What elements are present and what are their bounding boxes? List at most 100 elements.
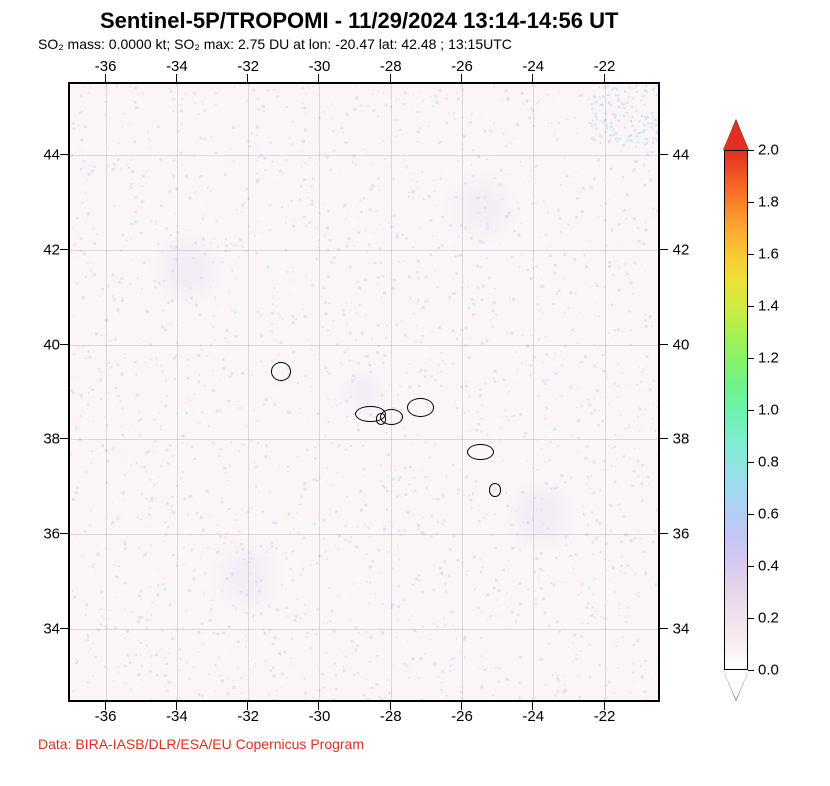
colorbar-tick-label: 1.8 [758,194,779,211]
axis-tick [60,438,68,439]
gridline-h [70,345,658,346]
axis-ticks-left [60,82,68,702]
axis-label-lon: -28 [380,708,402,725]
gridline-v [391,84,392,700]
map-noise-layer [70,84,658,700]
axis-label-lat: 36 [34,526,60,543]
axis-label-lon: -22 [594,708,616,725]
colorbar-tick-label: 0.8 [758,454,779,471]
axis-label-lon: -24 [522,708,544,725]
gridline-h [70,629,658,630]
axis-tick [105,74,106,82]
gridline-v [605,84,606,700]
axis-label-lon: -30 [309,708,331,725]
axis-tick [604,74,605,82]
colorbar-over-arrow [723,120,749,150]
colorbar-tick [748,306,754,307]
axis-label-lon: -24 [522,58,544,75]
axis-label-lat: 42 [668,241,694,258]
colorbar-tick-label: 0.4 [758,558,779,575]
colorbar-tick-label: 1.2 [758,350,779,367]
axis-label-lon: -34 [166,708,188,725]
axis-tick [60,533,68,534]
colorbar-tick [748,514,754,515]
colorbar-tick-label: 1.0 [758,402,779,419]
colorbar-tick-label: 1.4 [758,298,779,315]
colorbar-tick [748,254,754,255]
chart-subtitle: SO₂ mass: 0.0000 kt; SO₂ max: 2.75 DU at… [38,36,512,52]
colorbar-tick-label: 0.6 [758,506,779,523]
axis-ticks-bottom [68,702,660,710]
axis-tick [660,438,668,439]
gridline-h [70,439,658,440]
gridline-v [319,84,320,700]
axis-label-lon: -36 [95,708,117,725]
colorbar-tick-label: 2.0 [758,142,779,159]
axis-tick [660,533,668,534]
axis-tick [660,249,668,250]
axis-tick [660,344,668,345]
colorbar-tick [748,358,754,359]
axis-tick [60,249,68,250]
axis-tick [60,344,68,345]
axis-tick [318,74,319,82]
colorbar-gradient [724,150,748,670]
axis-label-lat: 38 [668,431,694,448]
island-outline [407,398,434,417]
axis-tick [660,154,668,155]
gridline-v [462,84,463,700]
axis-tick [532,74,533,82]
axis-label-lon: -22 [594,58,616,75]
gridline-h [70,534,658,535]
colorbar-tick [748,150,754,151]
axis-label-lon: -34 [166,58,188,75]
axis-label-lat: 44 [668,147,694,164]
gridline-v [533,84,534,700]
colorbar-tick [748,618,754,619]
axis-label-lat: 34 [34,620,60,637]
axis-tick [60,628,68,629]
axis-tick [247,74,248,82]
axis-label-lat: 40 [34,336,60,353]
axis-ticks-top [68,74,660,82]
axis-tick [660,628,668,629]
axis-label-lat: 40 [668,336,694,353]
colorbar-tick [748,410,754,411]
gridline-v [177,84,178,700]
gridline-h [70,250,658,251]
axis-tick [461,74,462,82]
gridline-v [248,84,249,700]
colorbar-tick [748,670,754,671]
axis-label-lat: 42 [34,241,60,258]
axis-label-lon: -26 [451,708,473,725]
colorbar: 0.00.20.40.60.81.01.21.41.61.82.0 SO₂ co… [724,120,814,710]
gridline-v [106,84,107,700]
chart-title: Sentinel-5P/TROPOMI - 11/29/2024 13:14-1… [100,8,618,34]
axis-label-lon: -36 [95,58,117,75]
gridline-h [70,155,658,156]
colorbar-tick [748,202,754,203]
axis-label-lon: -32 [237,708,259,725]
axis-tick [60,154,68,155]
colorbar-tick-label: 1.6 [758,246,779,263]
colorbar-tick [748,462,754,463]
colorbar-tick [748,566,754,567]
axis-tick [176,74,177,82]
axis-label-lon: -32 [237,58,259,75]
axis-label-lon: -28 [380,58,402,75]
island-outline [376,413,387,424]
axis-label-lon: -26 [451,58,473,75]
data-credit: Data: BIRA-IASB/DLR/ESA/EU Copernicus Pr… [38,736,364,752]
axis-tick [390,74,391,82]
colorbar-tick-label: 0.0 [758,662,779,679]
axis-label-lat: 34 [668,620,694,637]
map-frame [68,82,660,702]
axis-label-lat: 38 [34,431,60,448]
colorbar-tick-label: 0.2 [758,610,779,627]
axis-label-lat: 36 [668,526,694,543]
axis-label-lat: 44 [34,147,60,164]
axis-ticks-right [660,82,668,702]
colorbar-under-arrow [723,670,749,700]
island-outline [271,362,291,381]
axis-label-lon: -30 [309,58,331,75]
